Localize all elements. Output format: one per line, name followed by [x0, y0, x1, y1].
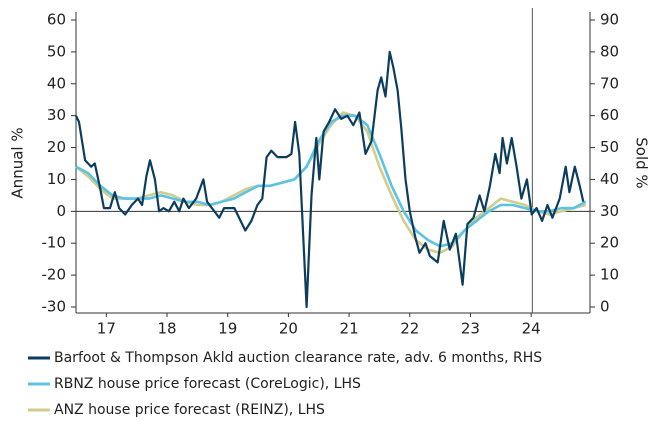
y-tick-label: 20 — [47, 138, 66, 156]
y-tick-label: 50 — [47, 42, 66, 60]
y2-tick-label: 20 — [600, 234, 619, 252]
x-tick-label: 17 — [97, 320, 116, 338]
y2-tick-label: 60 — [600, 106, 619, 124]
y-tick-label: 10 — [47, 170, 66, 188]
y-tick-label: -10 — [42, 234, 67, 252]
y-tick-label: 30 — [47, 106, 66, 124]
x-tick-label: 22 — [400, 320, 419, 338]
legend-label: Barfoot & Thompson Akld auction clearanc… — [54, 350, 542, 366]
x-tick-label: 23 — [461, 320, 480, 338]
y2-tick-label: 0 — [600, 298, 610, 316]
series-line — [75, 50, 585, 309]
y2-tick-label: 40 — [600, 170, 619, 188]
x-tick-label: 20 — [279, 320, 298, 338]
legend-label: ANZ house price forecast (REINZ), LHS — [54, 402, 325, 418]
x-tick-label: 19 — [218, 320, 237, 338]
y-tick-label: 60 — [47, 11, 66, 29]
series-line — [75, 114, 587, 248]
y-tick-label: -20 — [42, 266, 67, 284]
y-tick-label: 40 — [47, 74, 66, 92]
y-tick-label: 0 — [56, 202, 66, 220]
y2-tick-label: 50 — [600, 138, 619, 156]
y2-tick-label: 90 — [600, 11, 619, 29]
y2-tick-label: 80 — [600, 42, 619, 60]
x-tick-label: 24 — [522, 320, 541, 338]
legend-label: RBNZ house price forecast (CoreLogic), L… — [54, 376, 361, 392]
y2-tick-label: 10 — [600, 266, 619, 284]
series-line — [75, 111, 587, 255]
x-tick-label: 18 — [157, 320, 176, 338]
y2-tick-label: 30 — [600, 202, 619, 220]
y2-tick-label: 70 — [600, 74, 619, 92]
x-tick-label: 21 — [340, 320, 359, 338]
y2-axis-label: Sold % — [633, 137, 651, 188]
y-tick-label: -30 — [42, 298, 67, 316]
y-axis-label: Annual % — [9, 127, 27, 198]
